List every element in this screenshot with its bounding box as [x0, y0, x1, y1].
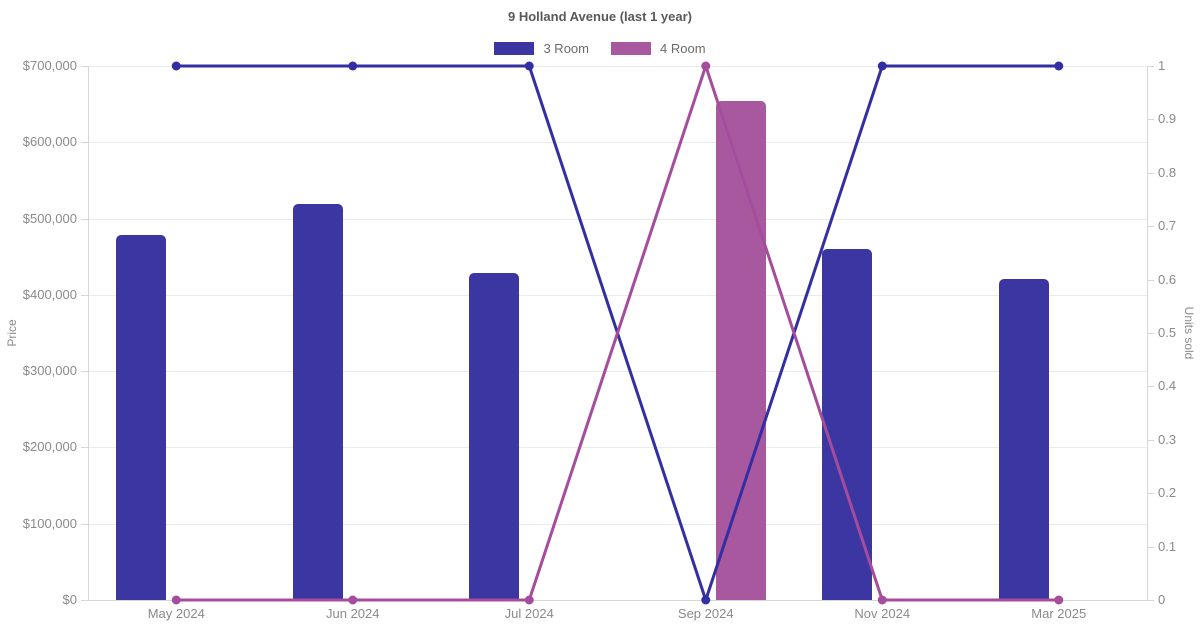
- left-axis-line: [88, 66, 89, 600]
- right-axis-tick: [1147, 439, 1154, 441]
- chart-title: 9 Holland Avenue (last 1 year): [508, 9, 692, 24]
- line-4-room: [176, 64, 1059, 602]
- left-axis-tick-label: $700,000: [22, 58, 77, 73]
- right-axis-tick: [1147, 600, 1154, 601]
- bar-3-room: [292, 204, 343, 600]
- legend-swatch-4-room: [611, 42, 651, 55]
- left-axis-tick-label: $100,000: [22, 515, 77, 531]
- legend-item-4-room[interactable]: 4 Room: [611, 41, 706, 56]
- right-axis-tick: [1147, 119, 1154, 121]
- left-axis-tick: [81, 218, 88, 220]
- point-3-room: [1054, 61, 1064, 71]
- right-axis-tick-label: 0.5: [1158, 325, 1177, 340]
- right-axis-tick-label: 0.4: [1158, 378, 1177, 394]
- x-axis-tick-label: Jun 2024: [326, 606, 380, 621]
- point-3-room: [524, 61, 534, 71]
- gridline: [88, 447, 1147, 449]
- legend: 3 Room 4 Room: [0, 41, 1200, 56]
- right-axis-tick-label: 0.3: [1158, 431, 1177, 447]
- left-axis-tick: [81, 600, 88, 601]
- right-axis-tick-label: 0: [1158, 592, 1166, 607]
- x-axis-tick-label: Nov 2024: [854, 606, 911, 621]
- right-axis-tick: [1147, 546, 1154, 548]
- right-axis-tick-label: 0.1: [1158, 538, 1177, 554]
- right-axis-tick: [1147, 226, 1154, 228]
- point-3-room: [348, 61, 358, 71]
- gridline: [88, 66, 1147, 67]
- right-axis-tick-label: 0.8: [1158, 164, 1177, 180]
- left-axis-tick-label: $400,000: [22, 286, 77, 302]
- right-axis-tick-label: 0.7: [1158, 218, 1177, 234]
- x-axis-tick-label: Jul 2024: [504, 606, 554, 621]
- left-axis-tick: [81, 66, 88, 67]
- left-axis-tick: [81, 523, 88, 525]
- bottom-axis-line: [88, 600, 1148, 601]
- right-axis-tick-label: 0.2: [1158, 485, 1177, 501]
- right-axis-tick: [1147, 279, 1154, 281]
- right-axis-tick-label: 0.9: [1158, 111, 1177, 127]
- legend-item-3-room[interactable]: 3 Room: [494, 41, 589, 56]
- right-axis-line: [1147, 66, 1148, 600]
- right-axis-tick: [1147, 66, 1154, 67]
- right-axis-tick: [1147, 333, 1154, 334]
- point-3-room: [171, 61, 181, 71]
- point-4-room: [171, 595, 181, 605]
- bar-3-room: [116, 235, 167, 600]
- point-4-room: [524, 595, 534, 605]
- legend-swatch-3-room: [494, 42, 535, 55]
- bar-3-room: [998, 278, 1049, 600]
- point-4-room: [877, 595, 887, 605]
- gridline: [88, 371, 1147, 373]
- left-axis-tick: [81, 294, 88, 296]
- left-axis-tick: [81, 142, 88, 144]
- left-axis-tick: [81, 371, 88, 373]
- legend-label-4-room: 4 Room: [660, 41, 706, 56]
- left-axis-tick-label: $0: [62, 592, 77, 607]
- gridline: [88, 523, 1147, 525]
- left-axis-tick-label: $200,000: [22, 439, 77, 455]
- right-axis-tick-label: 1: [1158, 58, 1166, 73]
- x-axis-tick-label: May 2024: [147, 606, 205, 621]
- point-4-room: [701, 61, 711, 71]
- point-4-room: [1054, 595, 1064, 605]
- bar-4-room: [715, 101, 766, 600]
- right-axis-tick: [1147, 172, 1154, 174]
- point-3-room: [877, 61, 887, 71]
- right-axis-tick: [1147, 493, 1154, 495]
- legend-label-3-room: 3 Room: [543, 41, 589, 56]
- left-axis-tick-label: $500,000: [22, 210, 77, 226]
- gridline: [88, 218, 1147, 220]
- gridline: [88, 294, 1147, 296]
- left-axis-tick: [81, 447, 88, 449]
- left-axis-tick-label: $300,000: [22, 363, 77, 379]
- gridline: [88, 142, 1147, 144]
- point-4-room: [348, 595, 358, 605]
- right-axis-tick-label: 0.6: [1158, 271, 1177, 287]
- left-axis-tick-label: $600,000: [22, 134, 77, 150]
- x-axis-tick-label: Mar 2025: [1031, 606, 1087, 621]
- point-3-room: [701, 595, 711, 605]
- right-axis-tick: [1147, 386, 1154, 388]
- bar-3-room: [469, 272, 520, 600]
- x-axis-tick-label: Sep 2024: [677, 606, 734, 621]
